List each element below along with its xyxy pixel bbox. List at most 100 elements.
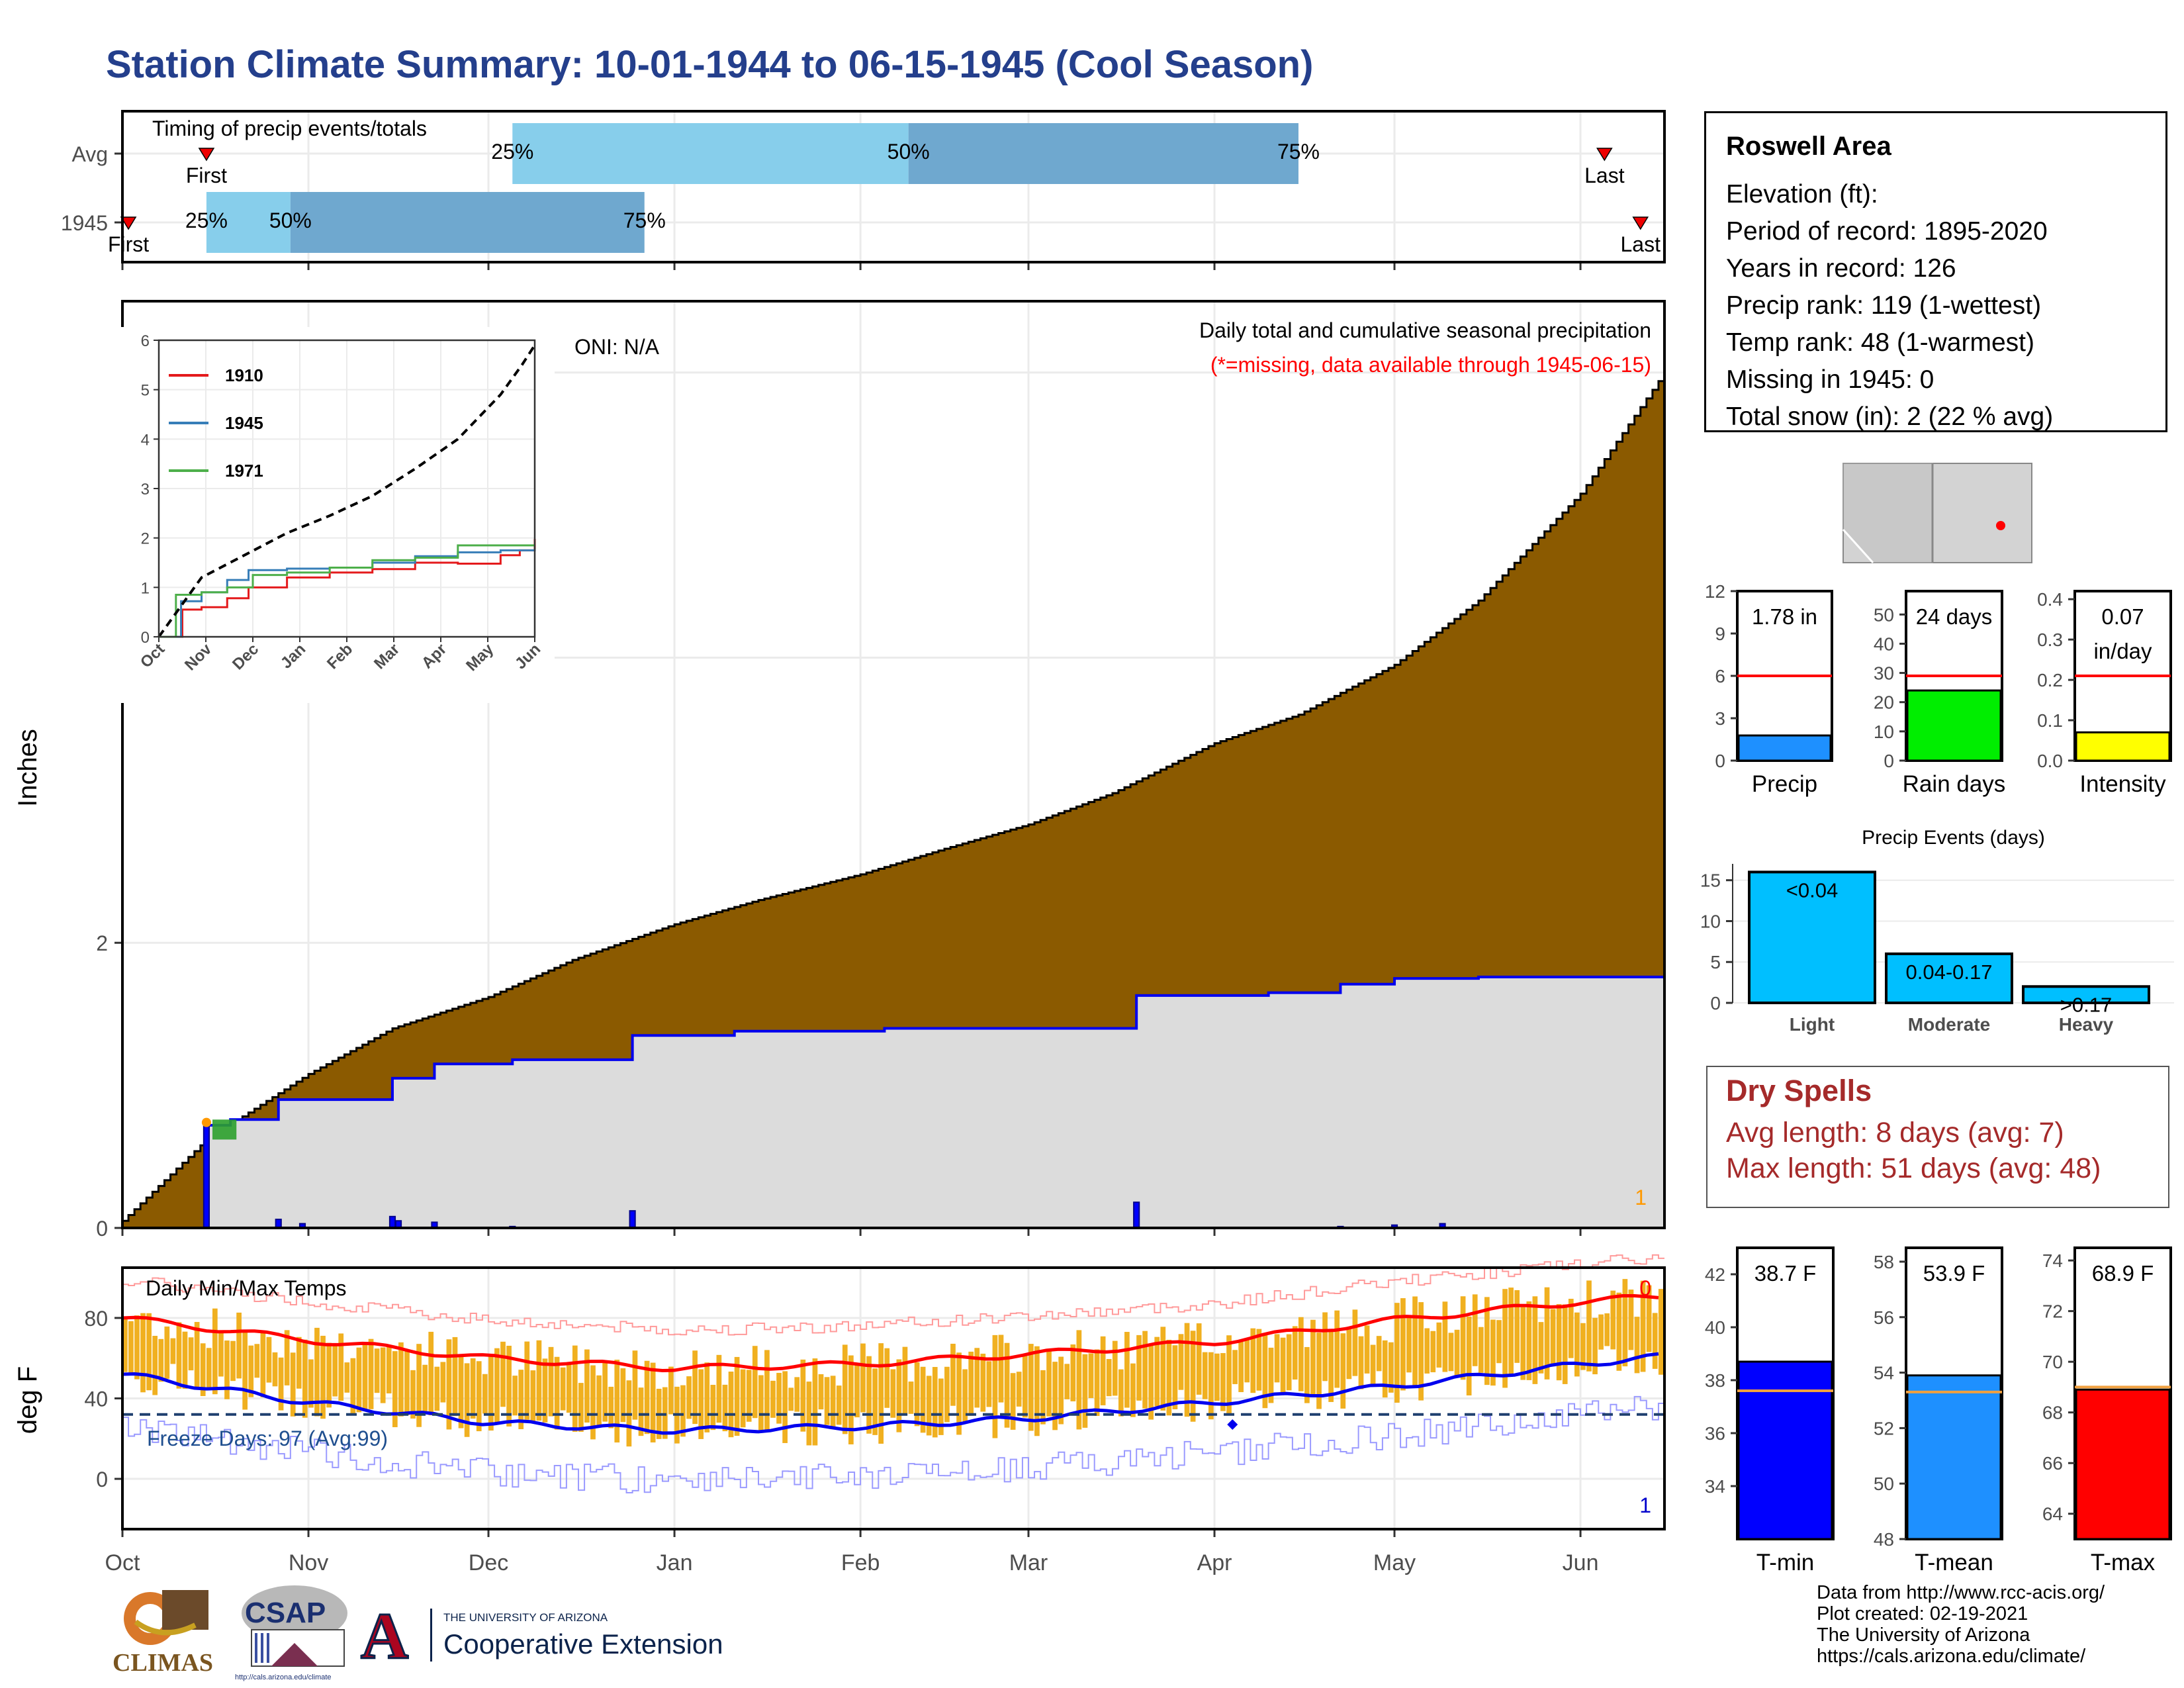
events-category-label: Light (1790, 1014, 1835, 1035)
intensity_bar-value-label-2: in/day (2093, 639, 2152, 663)
daily-temp-bar (584, 1349, 590, 1423)
inset-series-avg (158, 344, 536, 638)
daily-temp-bar (1202, 1352, 1208, 1399)
daily-temp-bar (1058, 1356, 1064, 1425)
freeze-days-label: Freeze Days: 97 (Avg:99) (147, 1427, 388, 1450)
daily-temp-bar (1424, 1328, 1430, 1374)
events-y-tick-label: 10 (1700, 911, 1721, 931)
ua-large-label: Cooperative Extension (443, 1628, 723, 1660)
daily-temp-bar (500, 1341, 506, 1407)
daily-temp-bar (206, 1348, 212, 1391)
tmax_bar-y-tick-label: 66 (2042, 1453, 2063, 1474)
record-max-line (122, 1254, 1664, 1336)
daily-temp-bar (1172, 1345, 1178, 1409)
daily-temp-bar (1490, 1319, 1496, 1386)
daily-temp-bar (1448, 1333, 1454, 1372)
events-chart-title: Precip Events (days) (1862, 827, 2045, 849)
daily-temp-bar (944, 1366, 950, 1423)
daily-temp-bar (458, 1356, 464, 1429)
daily-temp-bar (842, 1344, 848, 1434)
daily-temp-bar (1256, 1329, 1262, 1391)
daily-temp-bar (1106, 1359, 1112, 1397)
daily-temp-bar (572, 1345, 578, 1432)
daily-temp-bar (1124, 1332, 1130, 1408)
csap-url: http://cals.arizona.edu/climate (235, 1673, 332, 1681)
daily-temp-bar (242, 1329, 248, 1410)
daily-temp-bar (1502, 1289, 1508, 1388)
intensity_bar-value-label: 0.07 (2101, 604, 2144, 629)
csap-logo-mark (242, 1585, 347, 1667)
daily-temp-bar (1208, 1352, 1214, 1420)
precip_bar-value-label: 1.78 in (1752, 604, 1817, 629)
daily-temp-bar (428, 1331, 434, 1416)
daily-temp-bar (1412, 1296, 1418, 1387)
precip-y-axis-label: Inches (13, 729, 42, 807)
daily-temp-bar (734, 1356, 740, 1436)
month-axis-label: Jun (1563, 1550, 1599, 1575)
daily-temp-bar (1094, 1349, 1100, 1416)
daily-temp-bar (236, 1312, 242, 1379)
credit-line: The University of Arizona (1817, 1624, 2030, 1646)
daily-temp-bar (1550, 1309, 1556, 1367)
daily-temp-bar (296, 1336, 302, 1389)
daily-temp-bar (416, 1344, 422, 1427)
raindays_bar-y-tick-label: 0 (1884, 751, 1894, 771)
raindays_bar-y-tick-label: 40 (1874, 633, 1894, 654)
daily-temp-bar (1034, 1346, 1040, 1436)
last-marker-icon (1632, 216, 1649, 230)
precip-chart-title: Daily total and cumulative seasonal prec… (1199, 318, 1651, 342)
daily-temp-bar (1556, 1304, 1562, 1381)
map-edge (1842, 528, 1874, 564)
daily-temp-bar (698, 1369, 704, 1439)
daily-temp-bar (1346, 1327, 1352, 1380)
inset-y-tick-label: 2 (141, 530, 150, 548)
tmin_bar-y-tick-label: 42 (1705, 1264, 1725, 1285)
daily-temp-bar (632, 1350, 638, 1420)
info-period: Period of record: 1895-2020 (1726, 217, 2048, 246)
daily-temp-bar (1406, 1317, 1412, 1373)
daily-temp-bar (1658, 1289, 1664, 1375)
inset-y-tick-label: 4 (141, 431, 150, 449)
daily-temp-bar (1460, 1296, 1466, 1380)
daily-temp-bar (1016, 1372, 1022, 1407)
tmean_bar-y-tick-label: 56 (1874, 1307, 1894, 1328)
daily-temp-bar (488, 1356, 494, 1431)
daily-temp-bar (230, 1340, 236, 1382)
daily-temp-bar (548, 1346, 554, 1417)
daily-temp-bar (854, 1364, 860, 1418)
daily-temp-bar (470, 1358, 476, 1419)
daily-temp-bar (1136, 1335, 1142, 1401)
daily-temp-bar (314, 1327, 320, 1417)
daily-temp-bar (290, 1352, 296, 1417)
daily-temp-bar (602, 1360, 608, 1422)
precip_bar-y-tick-label: 0 (1715, 751, 1725, 771)
daily-temp-bar (986, 1361, 992, 1407)
daily-temp-bar (770, 1380, 776, 1418)
events-bar-Light (1748, 870, 1876, 1004)
daily-temp-bar (1250, 1328, 1256, 1393)
daily-temp-bar (1184, 1323, 1190, 1417)
raindays_bar-value-label: 24 days (1916, 604, 1993, 629)
daily-temp-bar (1322, 1312, 1328, 1382)
temps-bottom-count: 1 (1639, 1493, 1651, 1517)
tmin_bar-y-tick-label: 36 (1705, 1423, 1725, 1444)
daily-temp-bar (554, 1356, 560, 1430)
daily-temp-bar (1466, 1316, 1472, 1396)
tmean_bar-label: T-mean (1915, 1550, 1993, 1575)
climas-label: CLIMAS (113, 1649, 214, 1677)
daily-temp-bar (446, 1339, 452, 1430)
daily-temp-bar (746, 1370, 752, 1422)
events-bar-Moderate (1885, 952, 2013, 1004)
last-marker-label: Last (1584, 164, 1625, 187)
climas-logo: CLIMAS (109, 1582, 222, 1681)
daily-temp-bar (686, 1376, 692, 1419)
first-marker-label: First (186, 164, 227, 187)
daily-temp-bar (1538, 1322, 1544, 1374)
events-bar-label: <0.04 (1786, 878, 1838, 902)
daily-temp-bar (1586, 1280, 1592, 1372)
daily-temp-bar (1262, 1335, 1268, 1409)
daily-temp-bar (122, 1318, 128, 1372)
record-min-line (122, 1395, 1664, 1493)
month-axis-label: Jan (657, 1550, 693, 1575)
events-bar-label: >0.17 (2060, 993, 2112, 1016)
